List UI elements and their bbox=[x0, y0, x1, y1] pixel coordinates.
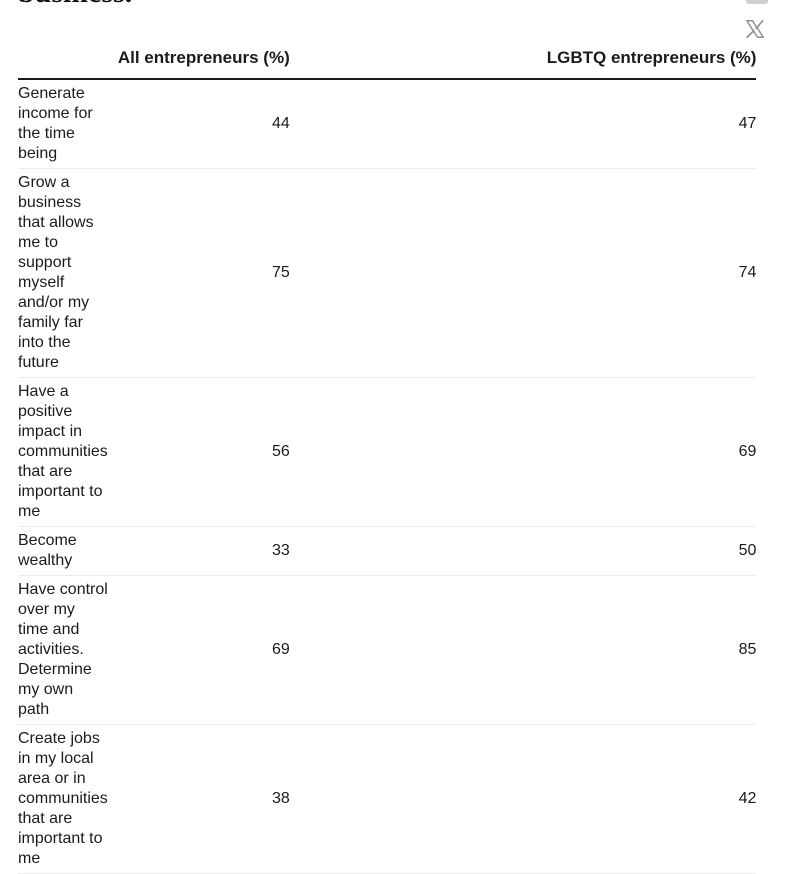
header-lgbtq-entrepreneurs: LGBTQ entrepreneurs (%) bbox=[546, 38, 757, 80]
row-label: Generate income for the time being bbox=[18, 79, 118, 169]
lgbtq-value: 50 bbox=[546, 526, 757, 576]
share-button-partial[interactable] bbox=[746, 0, 768, 4]
lgbtq-value: 69 bbox=[546, 377, 757, 527]
lgbtq-value: 85 bbox=[546, 575, 757, 725]
table-row: Have control over my time and activities… bbox=[18, 575, 757, 725]
table-row: Generate income for the time being 44 47 bbox=[18, 79, 757, 169]
lgbtq-value: 74 bbox=[546, 168, 757, 378]
lgbtq-value: 42 bbox=[546, 724, 757, 874]
article-title-fragment: business. bbox=[18, 0, 132, 8]
row-label: Create jobs in my local area or in commu… bbox=[18, 724, 118, 874]
x-logo-icon bbox=[746, 19, 764, 39]
header-all-entrepreneurs: All entrepreneurs (%) bbox=[117, 38, 547, 80]
all-value: 75 bbox=[117, 168, 547, 378]
table-row: Grow a business that allows me to suppor… bbox=[18, 168, 757, 378]
all-value: 69 bbox=[117, 575, 547, 725]
all-value: 44 bbox=[117, 79, 547, 169]
all-value: 33 bbox=[117, 526, 547, 576]
row-label: Become wealthy bbox=[18, 526, 118, 576]
x-share-icon[interactable] bbox=[744, 18, 766, 40]
lgbtq-value: 47 bbox=[546, 79, 757, 169]
row-label: Have control over my time and activities… bbox=[18, 575, 118, 725]
table-row: Have a positive impact in communities th… bbox=[18, 377, 757, 527]
all-value: 56 bbox=[117, 377, 547, 527]
table-row: Become wealthy 33 50 bbox=[18, 526, 757, 576]
row-label: Have a positive impact in communities th… bbox=[18, 377, 118, 527]
share-rail bbox=[740, 0, 774, 48]
table-header-row: All entrepreneurs (%) LGBTQ entrepreneur… bbox=[18, 38, 757, 80]
row-label: Grow a business that allows me to suppor… bbox=[18, 168, 118, 378]
table-row: Create jobs in my local area or in commu… bbox=[18, 724, 757, 874]
header-blank bbox=[18, 38, 118, 80]
all-value: 38 bbox=[117, 724, 547, 874]
entrepreneur-goals-table: All entrepreneurs (%) LGBTQ entrepreneur… bbox=[18, 38, 757, 874]
